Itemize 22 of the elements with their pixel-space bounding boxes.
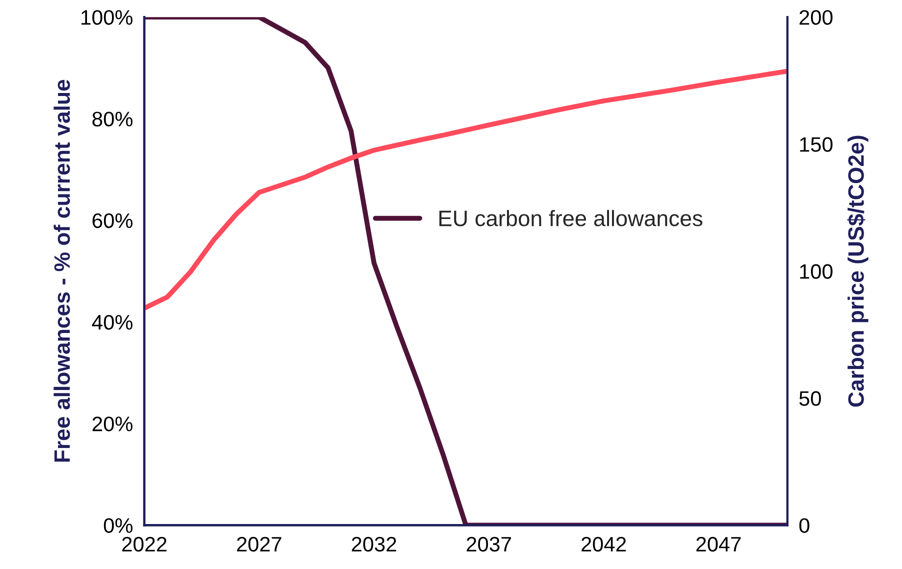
line-series (144, 17, 788, 526)
x-tick-label: 2027 (237, 536, 282, 552)
x-tick-label: 2032 (352, 536, 396, 552)
x-tick-label: 2037 (466, 536, 511, 552)
y2-tick-label: 100 (800, 264, 832, 279)
x-tick-label: 2047 (696, 536, 741, 552)
y-tick-label: 0% (104, 518, 132, 533)
y-tick-label: 100% (82, 10, 132, 25)
legend-label: EU carbon free allowances (439, 210, 702, 226)
y2-axis-title: Carbon price (US$/tCO2e) (847, 136, 868, 407)
y-tick-label: 20% (92, 416, 132, 432)
y-tick-label: 60% (92, 213, 132, 228)
y2-tick-label: 0 (799, 518, 810, 533)
x-tick-label: 2042 (582, 536, 626, 552)
y2-tick-label: 200 (800, 10, 832, 25)
x-tick-label: 2022 (122, 536, 166, 552)
y-axis-title: Free allowances - % of current value (54, 80, 70, 462)
y2-tick-label: 150 (800, 137, 832, 152)
y-tick-label: 40% (92, 314, 132, 330)
y2-tick-label: 50 (799, 391, 821, 406)
y-tick-label: 80% (92, 112, 132, 126)
line-series (144, 68, 788, 311)
